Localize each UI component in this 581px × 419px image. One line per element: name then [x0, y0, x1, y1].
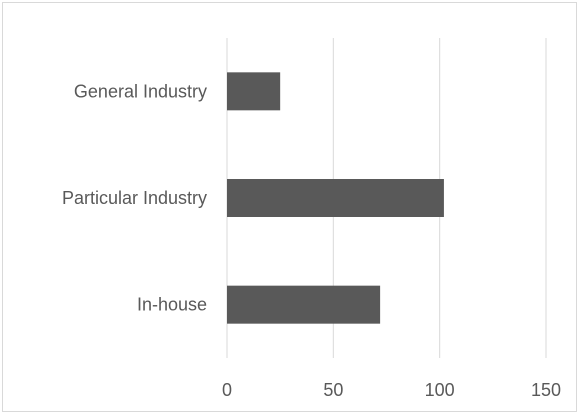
- category-label-general-industry: General Industry: [74, 81, 207, 101]
- x-tick-labels: 0 50 100 150: [222, 380, 561, 400]
- bar-general-industry: [227, 72, 281, 111]
- x-tick-label-0: 0: [222, 380, 232, 400]
- x-tick-label-150: 150: [531, 380, 561, 400]
- bar-particular-industry: [227, 179, 444, 217]
- category-label-particular-industry: Particular Industry: [62, 188, 207, 208]
- category-labels: General Industry Particular Industry In-ho…: [62, 81, 207, 314]
- chart-frame: General Industry Particular Industry In-ho…: [2, 2, 577, 412]
- x-tick-label-50: 50: [323, 380, 343, 400]
- bars: [227, 72, 444, 324]
- bar-chart: General Industry Particular Industry In-ho…: [62, 38, 561, 400]
- x-tick-label-100: 100: [425, 380, 455, 400]
- category-label-in-house: In-house: [137, 295, 207, 315]
- bar-in-house: [227, 285, 381, 324]
